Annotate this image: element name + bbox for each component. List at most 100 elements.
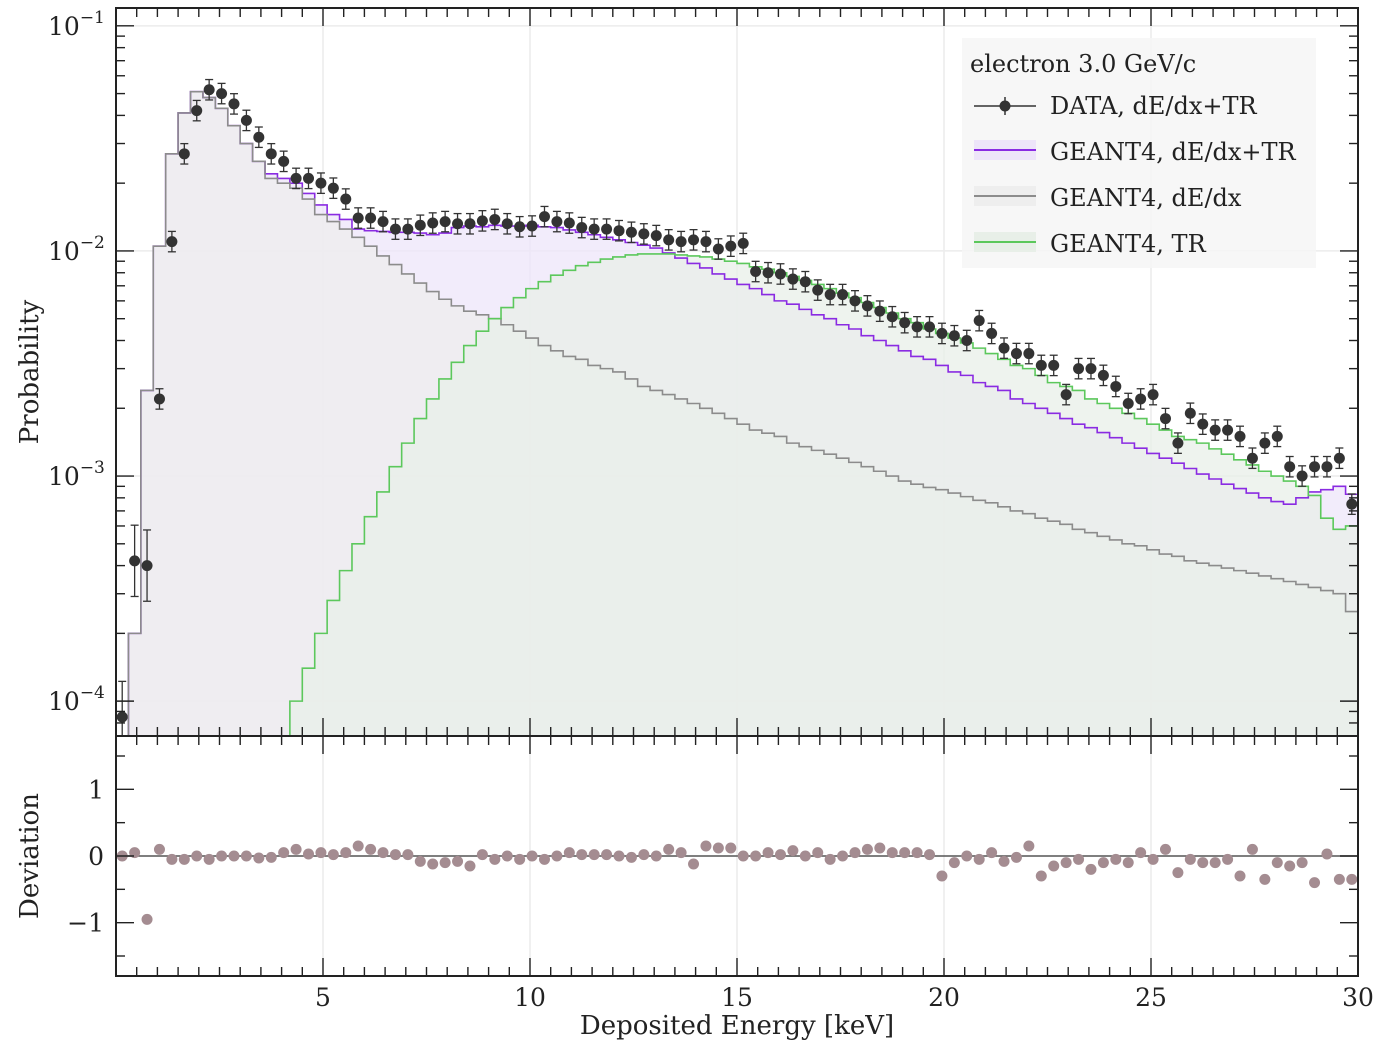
ratio-point [911,847,923,859]
data-point [489,213,501,225]
ratio-point [1309,877,1321,889]
data-point [414,219,426,231]
ratio-point [389,849,401,861]
data-point [899,317,911,329]
data-point [1122,397,1134,409]
ratio-point [1085,863,1097,875]
x-tick-label: 30 [1342,983,1374,1012]
ratio-point [1147,853,1159,865]
ratio-point [414,855,426,867]
ratio-point [874,842,886,854]
y-tick-label-base: 10 [48,237,80,266]
ratio-y-axis-title: Deviation [15,793,45,919]
y-tick-label-exp: −4 [80,683,105,703]
ratio-point [178,853,190,865]
data-point [1010,348,1022,360]
data-point [278,155,290,167]
data-point [116,711,128,723]
ratio-point [1035,870,1047,882]
data-point [1060,389,1072,401]
data-point [129,555,141,567]
data-point [849,295,861,307]
ratio-point [588,849,600,861]
data-point [675,236,687,248]
x-tick-label: 15 [721,983,753,1012]
data-point [389,223,401,235]
ratio-point [812,847,824,859]
ratio-point [278,847,290,859]
legend-label-data: DATA, dE/dx+TR [1050,92,1258,120]
x-tick-labels: 5 10 15 20 25 30 [315,983,1374,1012]
ratio-point [700,840,712,852]
ratio-point [1333,873,1345,885]
ratio-point [538,853,550,865]
legend-entry-tr: GEANT4, TR [974,230,1207,258]
data-point [700,236,712,248]
hist-line-2 [116,253,1358,737]
data-point [1085,363,1097,375]
data-point [1346,498,1358,510]
data-point [402,223,414,235]
y-tick-label-base: 10 [48,462,80,491]
ratio-panel: 10−1 5 10 15 20 25 30 Deviation Deposited Ene… [15,735,1374,1041]
data-point [166,236,178,248]
data-point [1222,424,1234,436]
data-point [253,131,265,143]
ratio-point [303,848,315,860]
data-point [141,560,153,572]
ratio-point [1296,857,1308,869]
ratio-point [886,847,898,859]
ratio-point [1010,851,1022,863]
data-point [725,240,737,252]
ratio-point [1023,840,1035,852]
ratio-point [849,847,861,859]
ratio-point [601,849,613,861]
data-point [1284,461,1296,473]
data-point [886,311,898,323]
ratio-point [228,850,240,862]
data-point [452,218,464,230]
data-point [178,148,190,160]
ratio-point [787,845,799,857]
legend-entry-total: GEANT4, dE/dx+TR [974,138,1297,166]
data-point [303,172,315,184]
data-point [924,321,936,333]
data-point [1110,380,1122,392]
ratio-point [1159,843,1171,855]
hist-line-1 [116,90,1358,737]
ratio-point [489,853,501,865]
data-point [1246,452,1258,464]
ratio-point [1073,853,1085,865]
ratio-point [1060,857,1072,869]
data-point [812,284,824,296]
data-point [290,172,302,184]
data-point [1135,393,1147,405]
data-point [1073,363,1085,375]
ratio-point [924,849,936,861]
y-axis-title: Probability [15,299,45,444]
ratio-point [688,858,700,870]
ratio-point [1321,848,1333,860]
data-point [464,218,476,230]
data-point [377,216,389,228]
y-tick-label-exp: −1 [80,8,105,28]
ratio-point [576,849,588,861]
data-point [936,327,948,339]
ratio-point [936,870,948,882]
data-point [750,266,762,278]
ratio-point [998,855,1010,867]
ratio-point [365,843,377,855]
ratio-point [166,853,178,865]
data-point [203,84,215,96]
y-tick-label-base: 10 [48,12,80,41]
histogram-fills [116,91,1358,736]
ratio-point [153,843,165,855]
legend: electron 3.0 GeV/c DATA, dE/dx+TR GEANT4… [962,38,1316,268]
ratio-point [986,847,998,859]
ratio-ticks [116,736,1358,976]
ratio-y-tick-label: 0 [88,842,104,871]
data-point [340,193,352,205]
data-point [315,177,327,189]
x-tick-label: 20 [928,983,960,1012]
